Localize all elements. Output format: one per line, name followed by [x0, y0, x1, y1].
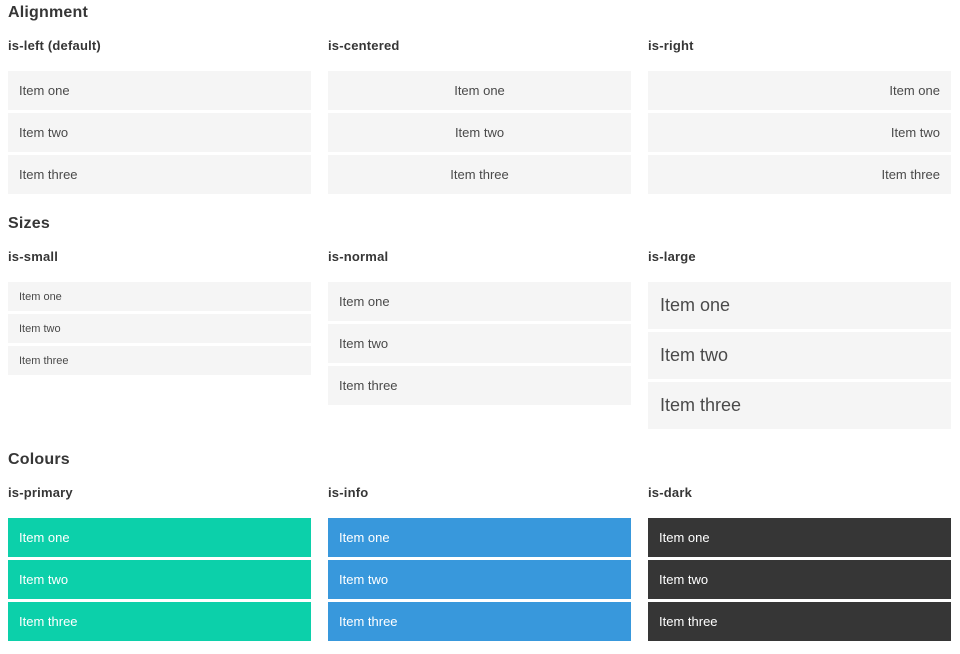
- list-item: Item two: [8, 113, 311, 152]
- list-item: Item two: [648, 560, 951, 599]
- list-item: Item three: [648, 382, 951, 429]
- list-item: Item two: [648, 332, 951, 379]
- column-is-dark: is-dark Item one Item two Item three: [648, 468, 951, 641]
- list-item: Item one: [648, 282, 951, 329]
- list-item: Item two: [648, 113, 951, 152]
- list-item: Item three: [648, 602, 951, 641]
- list-info: Item one Item two Item three: [328, 518, 631, 641]
- list-item: Item three: [648, 155, 951, 194]
- section-grid: is-primary Item one Item two Item three …: [8, 468, 951, 641]
- column-is-left: is-left (default) Item one Item two Item…: [8, 21, 311, 194]
- variant-heading: is-left (default): [8, 38, 101, 53]
- list-item: Item two: [8, 314, 311, 343]
- section-sizes: Sizes is-small Item one Item two Item th…: [8, 216, 951, 429]
- section-title: Alignment: [8, 4, 89, 21]
- variant-heading: is-info: [328, 485, 369, 500]
- list-item: Item two: [8, 560, 311, 599]
- section-title: Colours: [8, 451, 70, 468]
- list-item: Item one: [8, 518, 311, 557]
- variant-heading: is-dark: [648, 485, 693, 500]
- list-item: Item one: [8, 71, 311, 110]
- variant-heading: is-right: [648, 38, 694, 53]
- column-is-info: is-info Item one Item two Item three: [328, 468, 631, 641]
- list-dark: Item one Item two Item three: [648, 518, 951, 641]
- list-item: Item one: [328, 71, 631, 110]
- list-item: Item three: [8, 155, 311, 194]
- list-center-aligned: Item one Item two Item three: [328, 71, 631, 194]
- list-item: Item three: [328, 366, 631, 405]
- section-grid: is-small Item one Item two Item three is…: [8, 232, 951, 429]
- list-large: Item one Item two Item three: [648, 282, 951, 429]
- list-normal: Item one Item two Item three: [328, 282, 631, 405]
- list-item: Item one: [328, 518, 631, 557]
- section-colours: Colours is-primary Item one Item two Ite…: [8, 452, 951, 641]
- list-item: Item three: [328, 602, 631, 641]
- list-primary: Item one Item two Item three: [8, 518, 311, 641]
- list-item: Item two: [328, 324, 631, 363]
- list-item: Item two: [328, 560, 631, 599]
- column-is-normal: is-normal Item one Item two Item three: [328, 232, 631, 405]
- list-small: Item one Item two Item three: [8, 282, 311, 375]
- list-item: Item one: [328, 282, 631, 321]
- section-title: Sizes: [8, 215, 50, 232]
- list-item: Item one: [648, 71, 951, 110]
- list-item: Item three: [8, 602, 311, 641]
- list-item: Item two: [328, 113, 631, 152]
- variant-heading: is-small: [8, 249, 59, 264]
- variant-heading: is-large: [648, 249, 696, 264]
- list-left-aligned: Item one Item two Item three: [8, 71, 311, 194]
- section-grid: is-left (default) Item one Item two Item…: [8, 21, 951, 194]
- variant-heading: is-normal: [328, 249, 389, 264]
- list-item: Item three: [8, 346, 311, 375]
- variant-heading: is-centered: [328, 38, 400, 53]
- variant-heading: is-primary: [8, 485, 73, 500]
- column-is-centered: is-centered Item one Item two Item three: [328, 21, 631, 194]
- column-is-right: is-right Item one Item two Item three: [648, 21, 951, 194]
- list-item: Item three: [328, 155, 631, 194]
- section-alignment: Alignment is-left (default) Item one Ite…: [8, 5, 951, 194]
- column-is-large: is-large Item one Item two Item three: [648, 232, 951, 429]
- list-item: Item one: [648, 518, 951, 557]
- list-right-aligned: Item one Item two Item three: [648, 71, 951, 194]
- column-is-primary: is-primary Item one Item two Item three: [8, 468, 311, 641]
- list-item: Item one: [8, 282, 311, 311]
- column-is-small: is-small Item one Item two Item three: [8, 232, 311, 375]
